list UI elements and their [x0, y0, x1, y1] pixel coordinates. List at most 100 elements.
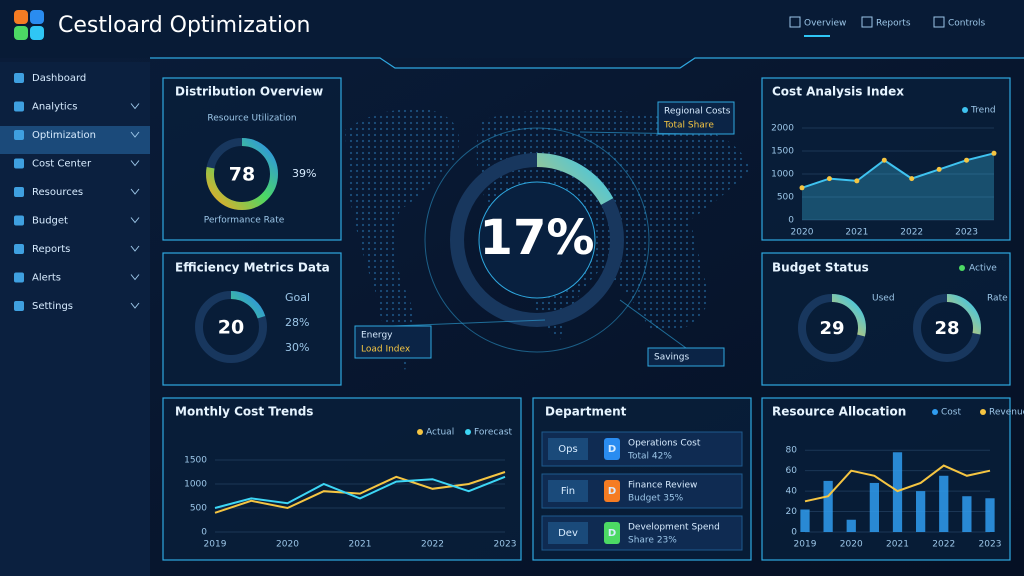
panel-title: Distribution Overview	[175, 85, 323, 99]
nav-icon	[933, 16, 945, 28]
menu-item[interactable]: Settings	[32, 301, 73, 312]
menu-chevron	[130, 217, 140, 224]
menu-item[interactable]: Alerts	[32, 273, 61, 284]
callout-box	[657, 101, 735, 135]
legend-label: Active	[969, 264, 997, 274]
legend-dot	[932, 409, 938, 415]
panel-allocation	[761, 397, 1011, 561]
legend-label: Actual	[426, 428, 454, 438]
menu-icon	[14, 301, 24, 311]
area	[802, 153, 994, 220]
header-bar	[0, 0, 1024, 58]
y-tick-label: 1500	[184, 456, 207, 466]
legend-label: Trend	[970, 106, 996, 116]
menu-icon	[14, 187, 24, 197]
bar	[823, 480, 833, 532]
panel-title: Budget Status	[772, 261, 869, 275]
gauge-caption: Used	[872, 294, 895, 304]
point	[964, 157, 970, 163]
panel-title: Efficiency Metrics Data	[175, 261, 330, 275]
gauge-arc	[798, 294, 866, 362]
callout-subtitle: Load Index	[361, 345, 411, 355]
line	[214, 471, 506, 514]
panel-title: Department	[545, 405, 627, 419]
row-badge-label: D	[608, 486, 616, 497]
y-tick-label: 1000	[184, 480, 207, 490]
x-tick-label: 2023	[494, 540, 517, 550]
menu-chevron	[130, 160, 140, 167]
bar	[985, 498, 995, 532]
menu-icon	[14, 130, 24, 140]
y-tick-label: 500	[777, 193, 794, 203]
app-title: Cestloard Optimization	[58, 13, 310, 38]
legend-dot	[959, 265, 965, 271]
y-tick-label: 0	[201, 528, 207, 538]
callout-title: Regional Costs	[664, 107, 731, 117]
panel-monthly	[162, 397, 522, 561]
row-line: Finance Review	[628, 481, 697, 491]
point	[909, 176, 915, 182]
menu-chevron	[130, 245, 140, 252]
x-tick-label: 2022	[932, 540, 955, 550]
gauge-arc	[913, 294, 981, 362]
row-tag	[548, 480, 588, 502]
x-tick-label: 2022	[421, 540, 444, 550]
legend-dot	[980, 409, 986, 415]
map-ring-outer	[424, 127, 650, 353]
x-tick-label: 2020	[791, 228, 814, 238]
row-tag-label: Ops	[558, 444, 577, 455]
line	[214, 475, 506, 509]
x-tick-label: 2019	[204, 540, 227, 550]
callout-leader	[619, 299, 687, 349]
callout-subtitle: Total Share	[663, 121, 714, 131]
y-tick-label: 0	[788, 216, 794, 226]
bar	[939, 475, 949, 532]
menu-chevron	[130, 274, 140, 281]
y-tick-label: 0	[791, 528, 797, 538]
menu-item[interactable]: Budget	[32, 216, 68, 227]
menu-chevron	[130, 131, 140, 138]
menu-chevron	[130, 188, 140, 195]
menu-item[interactable]: Dashboard	[32, 73, 86, 84]
panel-subtitle: Resource Utilization	[207, 114, 296, 124]
x-tick-label: 2023	[955, 228, 978, 238]
menu-item[interactable]: Resources	[32, 187, 83, 198]
row-badge-label: D	[608, 528, 616, 539]
gauge-label: 28	[934, 318, 959, 339]
y-tick-label: 80	[786, 446, 798, 456]
panel-title: Monthly Cost Trends	[175, 405, 313, 419]
legend-label: Forecast	[474, 428, 513, 438]
row-line: Share 23%	[628, 536, 677, 546]
point	[991, 150, 997, 156]
row-line: Operations Cost	[628, 439, 701, 449]
y-tick-label: 500	[190, 504, 207, 514]
nav-item[interactable]: Reports	[876, 19, 911, 29]
nav-item[interactable]: Controls	[948, 19, 986, 29]
line	[804, 464, 991, 503]
nav-item[interactable]: Overview	[804, 19, 846, 29]
row-line: Budget 35%	[628, 494, 684, 504]
line	[801, 152, 995, 189]
callout-title: Energy	[361, 331, 393, 341]
y-tick-label: 2000	[771, 124, 794, 134]
menu-item[interactable]: Analytics	[32, 102, 77, 113]
bar	[916, 491, 926, 532]
menu-item[interactable]: Reports	[32, 244, 70, 255]
x-tick-label: 2021	[886, 540, 909, 550]
menu-item[interactable]: Cost Center	[32, 159, 92, 170]
gauge-arc	[206, 138, 278, 210]
menu-icon	[14, 73, 24, 83]
point	[854, 178, 860, 184]
menu-item[interactable]: Optimization	[32, 130, 96, 141]
menu-icon	[14, 244, 24, 254]
point	[826, 176, 832, 182]
y-tick-label: 40	[786, 487, 798, 497]
menu-icon	[14, 272, 24, 283]
row-tag-label: Dev	[558, 528, 578, 539]
panel-efficiency	[162, 252, 342, 386]
gauge-caption: Rate	[987, 294, 1008, 304]
legend-dot	[417, 429, 423, 435]
nav-icon	[789, 16, 801, 28]
bar	[800, 509, 810, 532]
